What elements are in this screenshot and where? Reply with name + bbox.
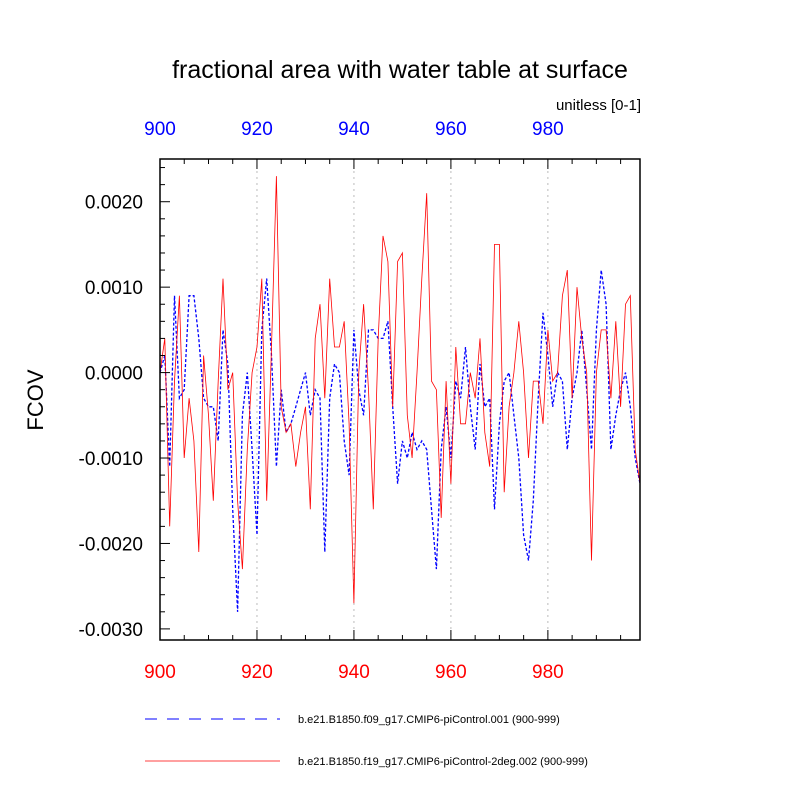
- top-x-tick-label: 980: [532, 119, 564, 140]
- chart-title: fractional area with water table at surf…: [172, 56, 628, 84]
- top-x-tick-label: 900: [144, 119, 176, 140]
- top-x-tick-label: 940: [338, 119, 370, 140]
- grid: [256, 159, 549, 640]
- x-tick-label: 960: [435, 662, 467, 683]
- x-tick-label: 920: [241, 662, 273, 683]
- series-layer: [159, 176, 641, 612]
- y-tick-label: 0.0020: [85, 193, 143, 214]
- legend: b.e21.B1850.f09_g17.CMIP6-piControl.001 …: [145, 714, 588, 768]
- y-tick-label: -0.0010: [79, 449, 143, 470]
- series-line-red: [159, 176, 641, 604]
- x-tick-label: 940: [338, 662, 370, 683]
- tick-labels: 900 920 940 960 980 900 920 940 960 980 0.0020 0.00…: [79, 119, 564, 683]
- y-tick-label: -0.0020: [79, 534, 143, 555]
- ticks: [159, 159, 622, 640]
- plot-frame: [159, 158, 641, 641]
- units-label: unitless [0-1]: [556, 97, 641, 114]
- top-x-tick-label: 960: [435, 119, 467, 140]
- y-tick-label: 0.0000: [85, 364, 143, 385]
- y-tick-label: -0.0030: [79, 620, 143, 641]
- y-axis-label: FCOV: [23, 369, 48, 430]
- x-tick-label: 980: [532, 662, 564, 683]
- x-tick-label: 900: [144, 662, 176, 683]
- legend-label-red: b.e21.B1850.f19_g17.CMIP6-piControl-2deg…: [298, 756, 588, 768]
- y-tick-label: 0.0010: [85, 278, 143, 299]
- series-line-blue: [159, 270, 641, 612]
- top-x-tick-label: 920: [241, 119, 273, 140]
- legend-label-blue: b.e21.B1850.f09_g17.CMIP6-piControl.001 …: [298, 714, 560, 726]
